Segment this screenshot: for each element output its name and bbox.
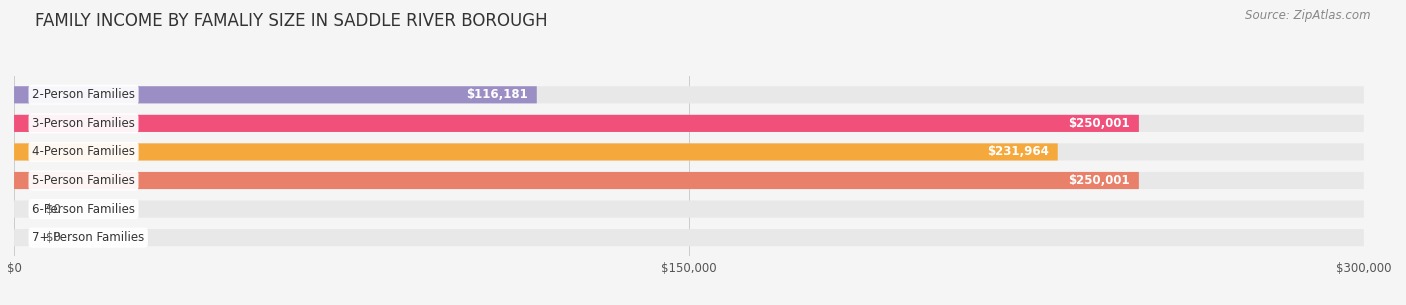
- Text: Source: ZipAtlas.com: Source: ZipAtlas.com: [1246, 9, 1371, 22]
- Text: 6-Person Families: 6-Person Families: [32, 203, 135, 216]
- Text: $250,001: $250,001: [1069, 174, 1130, 187]
- Text: 5-Person Families: 5-Person Families: [32, 174, 135, 187]
- Text: $0: $0: [45, 203, 60, 216]
- FancyBboxPatch shape: [14, 115, 1364, 132]
- FancyBboxPatch shape: [14, 172, 1364, 189]
- FancyBboxPatch shape: [14, 86, 1364, 103]
- Text: $0: $0: [45, 231, 60, 244]
- FancyBboxPatch shape: [14, 86, 537, 103]
- Text: 4-Person Families: 4-Person Families: [32, 145, 135, 158]
- FancyBboxPatch shape: [14, 143, 1364, 160]
- Text: FAMILY INCOME BY FAMALIY SIZE IN SADDLE RIVER BOROUGH: FAMILY INCOME BY FAMALIY SIZE IN SADDLE …: [35, 12, 548, 30]
- FancyBboxPatch shape: [14, 172, 1139, 189]
- FancyBboxPatch shape: [14, 229, 1364, 246]
- Text: 2-Person Families: 2-Person Families: [32, 88, 135, 101]
- FancyBboxPatch shape: [14, 143, 1057, 160]
- Text: 3-Person Families: 3-Person Families: [32, 117, 135, 130]
- FancyBboxPatch shape: [14, 200, 1364, 218]
- Text: $231,964: $231,964: [987, 145, 1049, 158]
- Text: $250,001: $250,001: [1069, 117, 1130, 130]
- FancyBboxPatch shape: [14, 115, 1139, 132]
- Text: 7+ Person Families: 7+ Person Families: [32, 231, 145, 244]
- Text: $116,181: $116,181: [465, 88, 527, 101]
